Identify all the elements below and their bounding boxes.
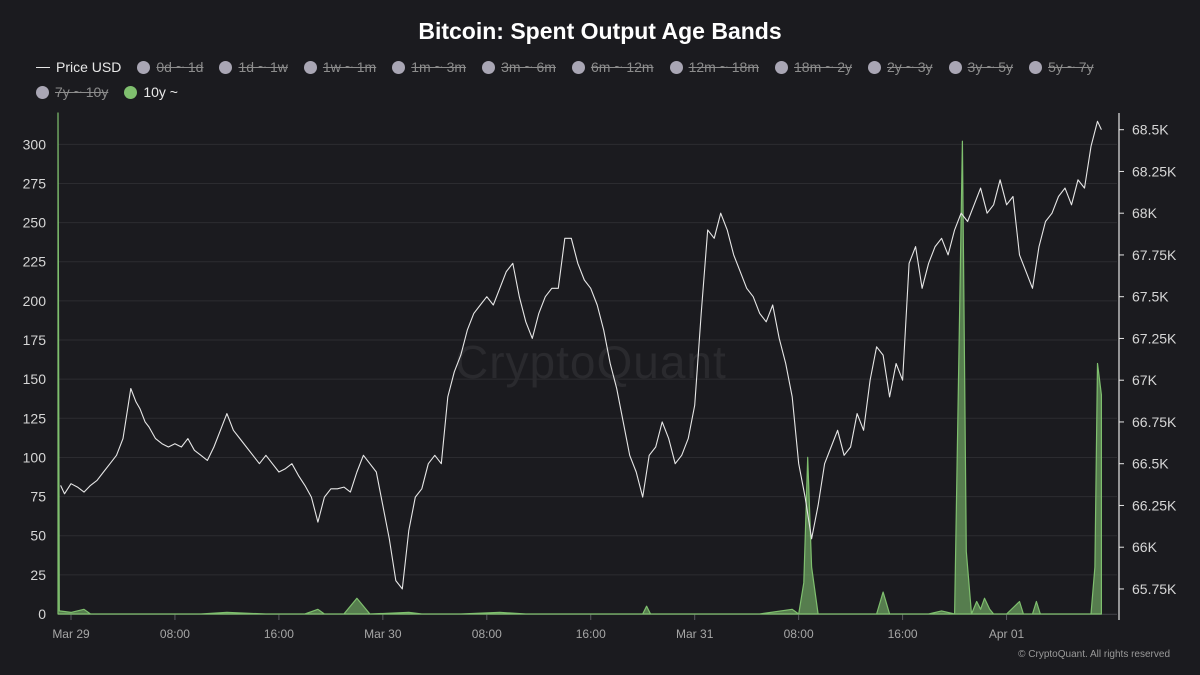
series-price-usd-line [60,120,1102,590]
x-tick-label: 16:00 [888,627,918,641]
legend-label: 2y ~ 3y [887,59,933,75]
legend-item-12m-18m[interactable]: 12m ~ 18m [669,58,760,77]
y-left-tick-label: 275 [23,175,47,191]
legend-line-swatch [36,67,50,68]
legend-label: 0d ~ 1d [156,59,204,75]
legend-label: 5y ~ 7y [1048,59,1094,75]
y-right-tick-label: 67.75K [1132,247,1177,263]
y-right-tick-label: 66.75K [1132,414,1177,430]
y-left-tick-label: 175 [23,332,47,348]
legend-label: 6m ~ 12m [590,59,654,75]
chart-title: Bitcoin: Spent Output Age Bands [418,18,782,44]
legend-dot-swatch [124,86,138,99]
y-right-tick-label: 68K [1132,205,1158,221]
legend-label: 12m ~ 18m [688,59,760,75]
legend-dot-swatch [948,61,962,74]
y-right-tick-label: 66K [1132,539,1158,555]
x-tick-label: 16:00 [264,627,294,641]
legend-dot-swatch [482,61,496,74]
legend-dot-swatch [303,61,317,74]
legend-label: 3m ~ 6m [501,59,556,75]
x-tick-label: 16:00 [576,627,606,641]
x-tick-label: Apr 01 [989,627,1025,641]
legend-label: 1w ~ 1m [322,59,377,75]
y-left-tick-label: 75 [30,489,46,505]
y-right-tick-label: 66.5K [1132,456,1169,472]
legend-dot-swatch [775,61,789,74]
legend-item-6m-12m[interactable]: 6m ~ 12m [571,58,654,77]
legend-item-2y-3y[interactable]: 2y ~ 3y [868,58,933,77]
y-right-tick-label: 67K [1132,372,1158,388]
y-left-tick-label: 200 [23,293,47,309]
legend-label: 7y ~ 10y [55,84,109,100]
legend-dot-swatch [219,61,233,74]
legend-label: 10y ~ [143,84,178,100]
legend-label: 3y ~ 5y [967,59,1014,75]
legend-dot-swatch [36,86,49,99]
legend-item-0d-1d[interactable]: 0d ~ 1d [137,58,203,77]
chart-legend: Price USD 0d ~ 1d 1d ~ 1w 1w ~ 1m 1m ~ 3m 3m … [36,58,1176,102]
copyright-footer: © CryptoQuant. All rights reserved [1018,649,1170,660]
legend-label: 18m ~ 2y [794,59,852,75]
legend-item-5y-7y[interactable]: 5y ~ 7y [1029,58,1094,77]
legend-dot-swatch [571,61,585,74]
legend-item-price-usd[interactable]: Price USD [36,58,121,77]
series-10y-area [57,112,1103,615]
y-left-tick-label: 300 [23,136,47,152]
y-right-tick-label: 67.25K [1132,330,1177,346]
y-left-tick-label: 250 [23,215,47,231]
legend-dot-swatch [392,61,406,74]
legend-dot-swatch [137,61,151,74]
y-right-tick-label: 65.75K [1132,581,1177,597]
x-tick-label: Mar 30 [364,627,402,641]
y-left-tick-label: 0 [38,606,46,622]
legend-dot-swatch [1029,61,1043,74]
y-left-tick-label: 50 [30,528,46,544]
y-right-tick-label: 68.5K [1132,122,1169,138]
x-tick-label: Mar 31 [676,627,714,641]
y-left-tick-label: 100 [23,449,47,465]
legend-dot-swatch [669,61,683,74]
legend-item-1m-3m[interactable]: 1m ~ 3m [392,58,466,77]
x-tick-label: 08:00 [472,627,502,641]
legend-item-3y-5y[interactable]: 3y ~ 5y [948,58,1014,77]
x-tick-label: 08:00 [784,627,814,641]
legend-item-1d-1w[interactable]: 1d ~ 1w [219,58,288,77]
legend-dot-swatch [868,61,881,74]
y-left-tick-label: 25 [30,567,46,583]
x-tick-label: Mar 29 [52,627,90,641]
legend-label: 1d ~ 1w [238,59,288,75]
legend-item-10y[interactable]: 10y ~ [124,83,178,102]
y-right-tick-label: 68.25K [1132,163,1177,179]
y-left-tick-label: 150 [23,371,47,387]
x-tick-label: 08:00 [160,627,190,641]
y-left-tick-label: 125 [23,410,47,426]
legend-item-18m-2y[interactable]: 18m ~ 2y [775,58,852,77]
legend-label: 1m ~ 3m [411,59,467,75]
y-right-tick-label: 67.5K [1132,289,1169,305]
legend-label: Price USD [56,59,122,75]
legend-item-3m-6m[interactable]: 3m ~ 6m [482,58,556,77]
legend-item-7y-10y[interactable]: 7y ~ 10y [36,83,108,102]
legend-item-1w-1m[interactable]: 1w ~ 1m [303,58,377,77]
y-right-tick-label: 66.25K [1132,497,1177,513]
y-left-tick-label: 225 [23,254,47,270]
